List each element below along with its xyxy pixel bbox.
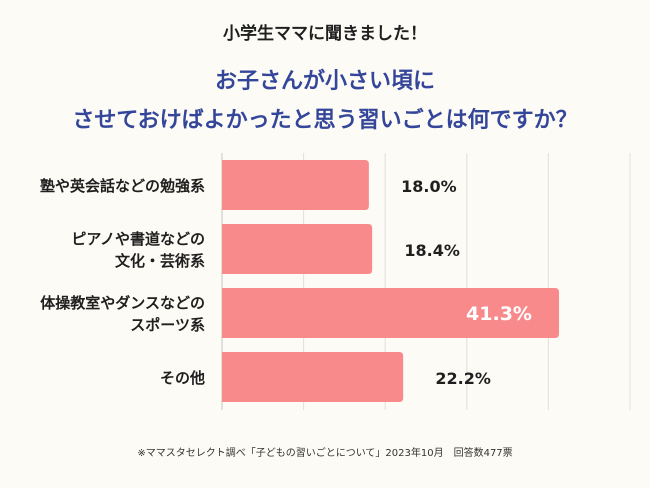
bar-3: [222, 352, 404, 402]
value-label-1: 18.4%: [404, 241, 460, 260]
value-label-0: 18.0%: [401, 177, 457, 196]
bar-2: [222, 288, 560, 338]
value-label-2: 41.3%: [466, 303, 532, 325]
value-label-3: 22.2%: [435, 369, 491, 388]
category-label-1-line2: 文化・芸術系: [115, 252, 205, 270]
category-label-2-line2: スポーツ系: [130, 316, 205, 334]
bar-1: [222, 224, 373, 274]
bar-0: [222, 160, 369, 210]
chart-subtitle: 小学生ママに聞きました！: [223, 24, 427, 44]
chart-title-line2: させておけばよかったと思う習いごとは何ですか？: [72, 108, 578, 133]
category-label-1-line1: ピアノや書道などの: [71, 230, 205, 248]
chart-title-line1: お子さんが小さい頃に: [214, 69, 435, 94]
source-footnote: ※ママスタセレクト調べ「子どもの習いごとについて」2023年10月 回答数477…: [137, 448, 513, 459]
category-label-3: その他: [160, 369, 205, 387]
category-label-0: 塾や英会話などの勉強系: [40, 177, 205, 195]
category-label-2-line1: 体操教室やダンスなどの: [40, 294, 205, 312]
